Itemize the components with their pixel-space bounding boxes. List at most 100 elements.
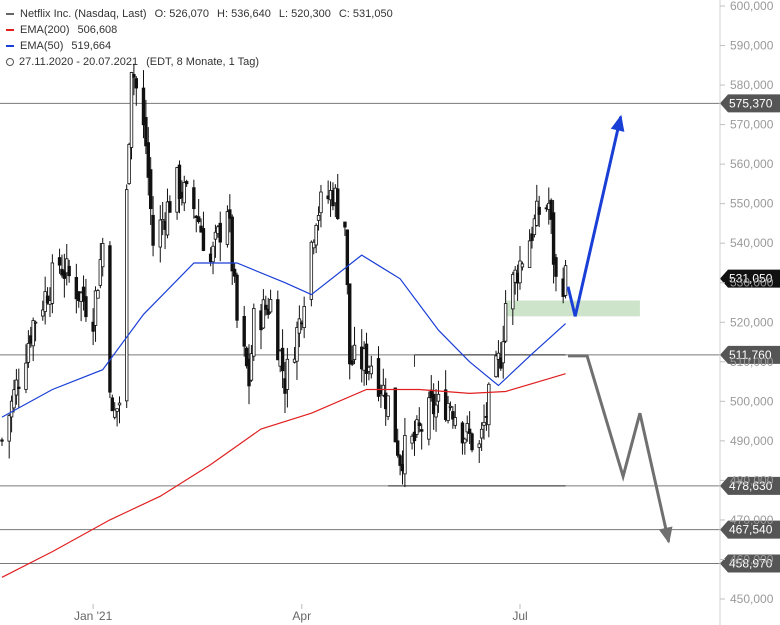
legend-title-row: Netflix Inc. (Nasdaq, Last) O: 526,070 H… <box>6 6 393 22</box>
candle-body <box>470 433 474 451</box>
candle-body <box>537 206 541 215</box>
candle-body <box>563 265 568 296</box>
candle-body <box>242 316 246 347</box>
candle-body <box>314 224 318 246</box>
level-tag: 511,760 <box>720 345 780 364</box>
x-tick-label: Apr <box>292 609 311 623</box>
candle-body <box>228 209 232 219</box>
candle-body <box>264 304 268 310</box>
candle-body <box>211 245 215 263</box>
candle-body <box>319 191 323 214</box>
ema50-swatch <box>6 45 14 47</box>
candle-body <box>386 395 390 417</box>
candle-body <box>369 365 374 375</box>
candle-body <box>141 87 146 126</box>
ema50-line <box>1 254 567 418</box>
candle-body <box>41 309 45 317</box>
candle-body <box>45 295 50 304</box>
candle-body <box>252 308 256 357</box>
y-tick-label: 490,000 <box>730 434 774 448</box>
candle-body <box>345 229 350 286</box>
candle-body <box>249 353 254 381</box>
level-tag-label: 458,970 <box>729 557 773 571</box>
candle-body <box>393 387 397 443</box>
candle-body <box>336 188 340 219</box>
candle-body <box>530 233 534 241</box>
candle-body <box>93 290 98 326</box>
candle-body <box>125 189 129 402</box>
candle-body <box>24 362 28 390</box>
candle-body <box>431 393 436 415</box>
clock-icon <box>6 58 14 66</box>
close-value: 531,050 <box>352 8 393 20</box>
candle-body <box>417 422 421 427</box>
candle-body <box>477 443 481 448</box>
candle-body <box>101 243 105 268</box>
candle-body <box>50 262 55 304</box>
candle-body <box>115 408 119 412</box>
candle-body <box>479 428 484 439</box>
candle-body <box>487 383 491 426</box>
ema-layer <box>1 254 567 578</box>
candle-body <box>182 182 186 204</box>
level-tag: 467,540 <box>720 520 780 539</box>
candle-body <box>398 455 402 466</box>
candle-body <box>295 327 299 362</box>
y-tick-label: 600,000 <box>730 0 774 13</box>
candle-body <box>96 290 100 299</box>
level-tag-label: 575,370 <box>729 96 773 110</box>
y-tick-label: 590,000 <box>730 39 774 53</box>
candle-body <box>230 216 234 272</box>
candle-body <box>501 341 505 364</box>
candle-body <box>412 431 417 442</box>
candle-body <box>415 419 419 435</box>
bear-scenario-arrow-head <box>658 526 673 544</box>
level-tag: 575,370 <box>720 94 780 113</box>
candle-body <box>127 143 131 184</box>
candle-body <box>364 343 369 374</box>
level-tag-label: 467,540 <box>729 523 773 537</box>
candle-body <box>110 397 115 412</box>
level-tag-bg <box>720 94 780 113</box>
y-tick-label: 520,000 <box>730 315 774 329</box>
candle-body <box>165 201 170 236</box>
y-tick-label: 580,000 <box>730 78 774 92</box>
candle-body <box>343 221 347 228</box>
level-tag-bg <box>720 554 780 573</box>
low-label: L: <box>278 8 289 20</box>
candle-body <box>352 344 357 361</box>
y-tick-label: 570,000 <box>730 118 774 132</box>
y-tick-label: 470,000 <box>730 513 774 527</box>
candle-body <box>451 411 455 420</box>
axis-layer: 450,000 460,000 470,000 480,000 490,000 500,0… <box>74 0 774 625</box>
candle-body <box>33 321 38 324</box>
ema50-label: EMA(50) <box>20 40 64 52</box>
candle-body <box>465 423 469 433</box>
candle-body <box>244 347 249 367</box>
high-label: H: <box>217 8 229 20</box>
candle-body <box>549 199 553 220</box>
candle-body <box>518 260 522 284</box>
candle-body <box>213 231 218 240</box>
level-layer: 575,370 511,760 478,630 467,540 458,970 531,0… <box>0 94 780 573</box>
scenario-layer <box>566 114 673 544</box>
candle-body <box>31 320 35 347</box>
candle-body <box>134 78 138 89</box>
candle-body <box>62 270 67 279</box>
candle-body <box>395 440 400 456</box>
period-range: 27.11.2020 - 20.07.2021 <box>19 56 139 68</box>
ema200-value: 506,608 <box>77 24 118 36</box>
y-tick-label: 530,000 <box>730 276 774 290</box>
bull-scenario-arrow-head <box>610 114 625 132</box>
candle-body <box>551 212 556 265</box>
last-price-bg <box>720 269 780 288</box>
chart-legend: Netflix Inc. (Nasdaq, Last) O: 526,070 H… <box>6 6 393 70</box>
candle-body <box>446 403 450 421</box>
candle-body <box>158 219 162 248</box>
candle-body <box>427 397 431 440</box>
candle-body <box>511 274 515 310</box>
candle-body <box>7 415 11 442</box>
candle-body <box>9 400 14 418</box>
candle-body <box>285 358 290 390</box>
candle-body <box>184 181 189 185</box>
